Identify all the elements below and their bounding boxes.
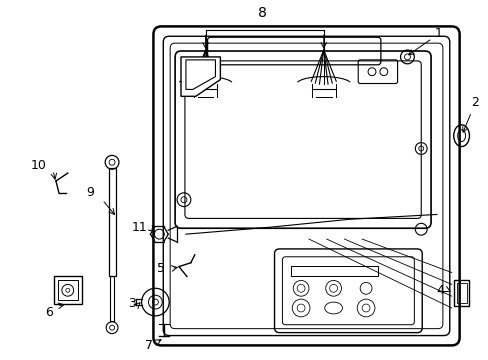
Text: 1: 1 <box>408 27 442 55</box>
Bar <box>453 280 468 306</box>
Bar <box>58 280 78 300</box>
Text: 2: 2 <box>462 96 478 132</box>
Bar <box>291 266 377 275</box>
Text: 4: 4 <box>435 284 443 297</box>
Polygon shape <box>181 57 220 96</box>
Bar <box>110 276 114 321</box>
Bar <box>456 283 466 303</box>
Text: 7: 7 <box>145 339 153 352</box>
Text: 3: 3 <box>127 297 136 310</box>
Text: 8: 8 <box>258 6 266 20</box>
Text: 10: 10 <box>30 159 46 172</box>
Text: 11: 11 <box>131 221 147 234</box>
Text: 5: 5 <box>157 262 165 275</box>
Text: 6: 6 <box>45 306 53 319</box>
Bar <box>109 168 116 276</box>
Bar <box>54 276 81 304</box>
Text: 9: 9 <box>86 186 94 199</box>
